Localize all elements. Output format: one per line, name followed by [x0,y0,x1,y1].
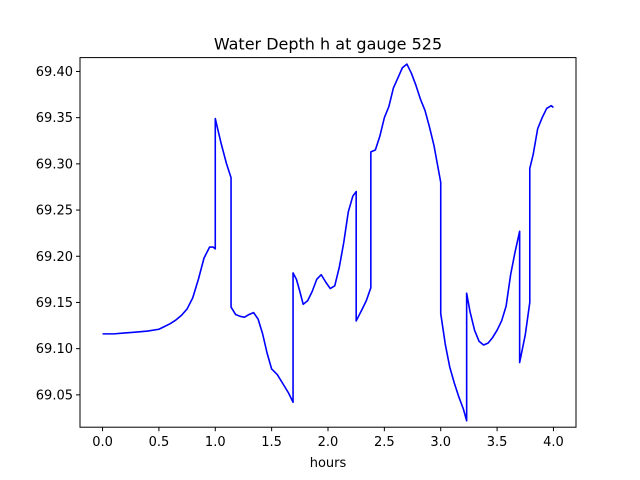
chart-title: Water Depth h at gauge 525 [214,35,442,54]
x-tick-label: 0.0 [92,435,113,450]
x-tick-label: 1.5 [261,435,282,450]
x-tick-label: 4.0 [543,435,564,450]
y-tick-label: 69.05 [36,388,73,403]
y-tick-label: 69.25 [36,204,73,219]
series-line-1 [102,63,554,422]
x-axis: 0.0 0.5 1.0 1.5 2.0 2.5 3.0 3.5 4.0 [92,427,564,450]
x-tick-label: 3.0 [430,435,451,450]
x-axis-label: hours [310,456,347,471]
x-tick-label: 2.5 [374,435,395,450]
x-tick-label: 1.0 [205,435,226,450]
y-tick-label: 69.15 [36,296,73,311]
y-tick-label: 69.20 [36,250,73,265]
y-tick-label: 69.30 [36,157,73,172]
y-tick-label: 69.10 [36,342,73,357]
x-tick-label: 2.0 [318,435,339,450]
y-tick-label: 69.35 [36,111,73,126]
x-tick-label: 3.5 [487,435,508,450]
y-tick-label: 69.40 [36,65,73,80]
x-tick-label: 0.5 [149,435,170,450]
y-axis: 69.05 69.10 69.15 69.20 69.25 69.30 69.35 69.40 [36,65,80,403]
